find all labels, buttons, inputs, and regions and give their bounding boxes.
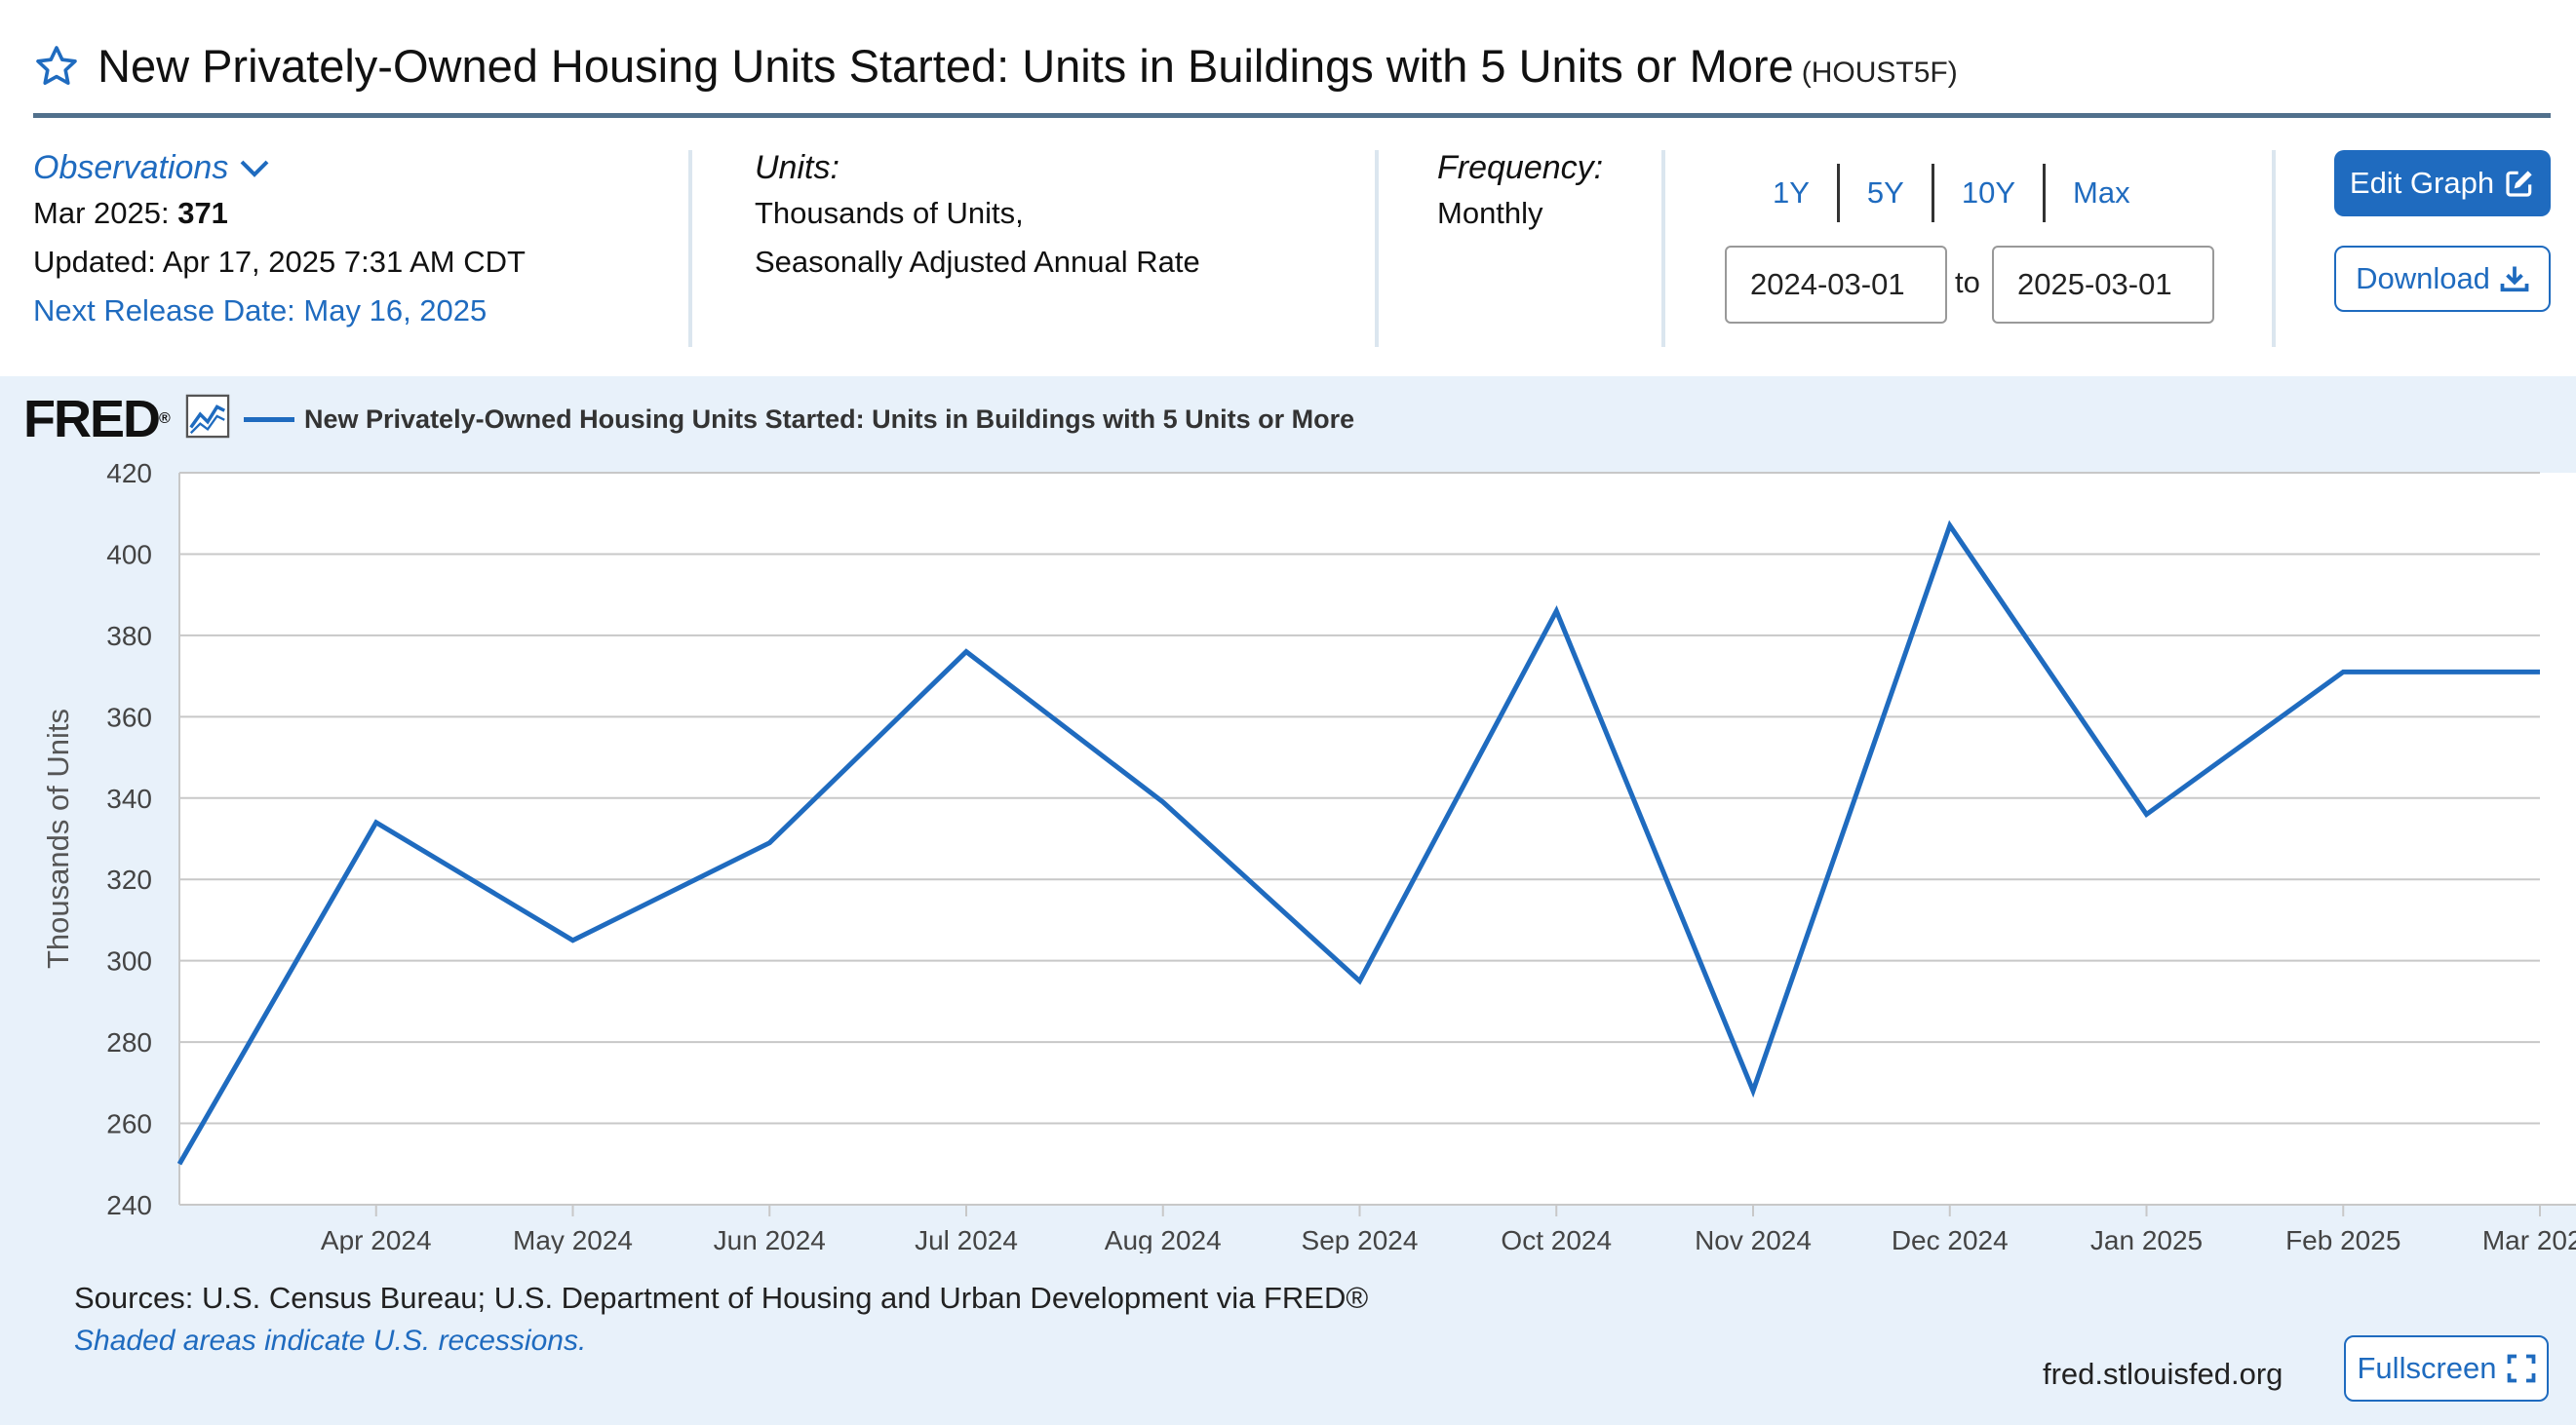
range-10y-button[interactable]: 10Y: [1961, 175, 2016, 210]
x-tick-label: Sep 2024: [1302, 1225, 1419, 1253]
observations-panel: Observations Mar 2025: 371 Updated: Apr …: [33, 146, 677, 351]
x-tick-label: Jan 2025: [2090, 1225, 2203, 1253]
range-1y-button[interactable]: 1Y: [1773, 175, 1810, 210]
column-divider: [688, 150, 692, 347]
series-code: (HOUST5F): [1801, 57, 1958, 89]
x-tick-label: May 2024: [513, 1225, 633, 1253]
y-tick-label: 260: [106, 1109, 152, 1139]
chevron-down-icon: [240, 160, 269, 177]
legend-swatch: [244, 417, 294, 422]
line-chart-icon[interactable]: [185, 394, 230, 439]
y-tick-label: 360: [106, 702, 152, 732]
frequency-panel: Frequency: Monthly: [1437, 146, 1632, 351]
end-date-input[interactable]: 2025-03-01: [1992, 246, 2214, 324]
frequency-label: Frequency:: [1437, 149, 1604, 186]
y-tick-label: 320: [106, 865, 152, 895]
x-tick-label: Oct 2024: [1501, 1225, 1612, 1253]
y-tick-label: 340: [106, 784, 152, 814]
y-tick-label: 420: [106, 458, 152, 488]
column-divider: [1661, 150, 1665, 347]
units-line-2: Seasonally Adjusted Annual Rate: [755, 245, 1200, 279]
fullscreen-button[interactable]: Fullscreen: [2344, 1335, 2549, 1402]
x-tick-label: Dec 2024: [1892, 1225, 2009, 1253]
column-divider: [2272, 150, 2276, 347]
edit-graph-button[interactable]: Edit Graph: [2334, 150, 2551, 216]
y-tick-label: 300: [106, 946, 152, 977]
date-range-to-label: to: [1955, 265, 1980, 299]
edit-icon: [2506, 171, 2532, 197]
y-tick-label: 240: [106, 1190, 152, 1220]
x-tick-label: Nov 2024: [1695, 1225, 1812, 1253]
recession-note: Shaded areas indicate U.S. recessions.: [74, 1325, 587, 1357]
column-divider: [1375, 150, 1379, 347]
start-date-input[interactable]: 2024-03-01: [1725, 246, 1947, 324]
star-outline-icon[interactable]: [33, 43, 80, 90]
range-separator: [1931, 164, 1934, 222]
latest-observation: Mar 2025: 371: [33, 189, 677, 238]
fred-site-link[interactable]: fred.stlouisfed.org: [2043, 1357, 2283, 1391]
fullscreen-label: Fullscreen: [2357, 1351, 2497, 1385]
legend-label: New Privately-Owned Housing Units Starte…: [304, 404, 1355, 434]
download-button[interactable]: Download: [2334, 246, 2551, 312]
series-title: New Privately-Owned Housing Units Starte…: [98, 40, 1794, 92]
header-divider: [33, 113, 2551, 118]
range-separator: [1836, 164, 1840, 222]
line-chart[interactable]: 240 260 280 300 320 340 360 380 400 420 Apr 2024 Ma…: [0, 376, 2576, 1253]
x-tick-label: Apr 2024: [321, 1225, 432, 1253]
plot-area: [179, 473, 2576, 1205]
y-axis-title: Thousands of Units: [41, 709, 75, 969]
x-tick-label: Feb 2025: [2285, 1225, 2400, 1253]
units-line-1: Thousands of Units,: [755, 196, 1024, 230]
page-header: New Privately-Owned Housing Units Starte…: [33, 35, 2549, 119]
y-tick-label: 280: [106, 1027, 152, 1058]
graph-panel: FRED® New Privately-Owned Housing Units …: [0, 376, 2576, 1425]
units-label: Units:: [755, 149, 839, 186]
frequency-value: Monthly: [1437, 196, 1543, 230]
updated-timestamp: Updated: Apr 17, 2025 7:31 AM CDT: [33, 245, 526, 279]
units-panel: Units: Thousands of Units, Seasonally Ad…: [755, 146, 1359, 351]
y-tick-label: 380: [106, 621, 152, 651]
series-line[interactable]: [176, 520, 2540, 1166]
range-max-button[interactable]: Max: [2073, 175, 2130, 210]
next-release-link[interactable]: Next Release Date: May 16, 2025: [33, 293, 488, 327]
range-5y-button[interactable]: 5Y: [1866, 175, 1904, 210]
sources-note: Sources: U.S. Census Bureau; U.S. Depart…: [74, 1281, 1369, 1315]
range-selector: 1Y 5Y 10Y Max: [1745, 164, 2158, 222]
download-icon: [2500, 266, 2529, 292]
range-separator: [2043, 164, 2047, 222]
latest-observation-date: Mar 2025:: [33, 196, 170, 230]
edit-graph-label: Edit Graph: [2349, 166, 2495, 200]
x-tick-label: Jul 2024: [915, 1225, 1018, 1253]
observations-label: Observations: [33, 149, 229, 186]
y-tick-label: 400: [106, 539, 152, 569]
observations-dropdown[interactable]: Observations: [33, 146, 677, 189]
x-tick-label: Jun 2024: [714, 1225, 826, 1253]
fullscreen-icon: [2507, 1354, 2535, 1383]
page-title: New Privately-Owned Housing Units Starte…: [98, 35, 1958, 104]
x-tick-label: Mar 2025: [2482, 1225, 2576, 1253]
download-label: Download: [2356, 261, 2490, 295]
x-tick-label: Aug 2024: [1105, 1225, 1222, 1253]
fred-logo[interactable]: FRED®: [23, 390, 171, 448]
latest-observation-value: 371: [177, 196, 228, 230]
